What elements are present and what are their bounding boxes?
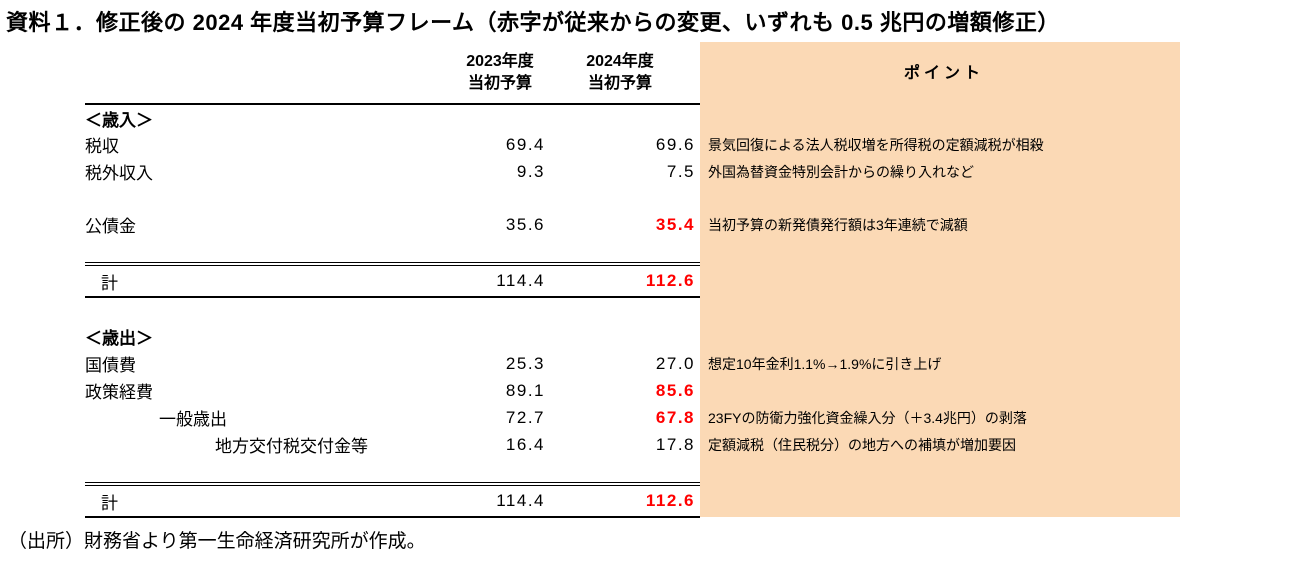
spacer-row — [85, 297, 1180, 324]
spacer-row — [85, 458, 1180, 485]
total-label: 計 — [85, 262, 455, 299]
value-2024: 17.8 — [655, 434, 695, 454]
point-note: 定額減税（住民税分）の地方への補填が増加要因 — [700, 431, 1180, 459]
value-2023: 25.3 — [505, 353, 545, 373]
value-2023 — [455, 104, 545, 131]
table-header-row: 2023年度 当初予算 2024年度 当初予算 ポイント — [85, 42, 1180, 106]
total-2024-revised: 112.6 — [545, 262, 700, 299]
section-label: ＜歳出＞ — [85, 329, 153, 349]
point-note: 当初予算の新発債発行額は3年連続で減額 — [700, 211, 1180, 239]
point-note — [700, 104, 1180, 132]
value-2023: 72.7 — [505, 407, 545, 427]
value-2024-revised: 35.4 — [655, 214, 695, 234]
table-row-policy-expenses: 政策経費 89.1 85.6 — [85, 377, 1180, 405]
table-row-government-bonds: 公債金 35.6 35.4 当初予算の新発債発行額は3年連続で減額 — [85, 211, 1180, 239]
budget-frame-document: 資料１．修正後の 2024 年度当初予算フレーム（赤字が従来からの変更、いずれも… — [0, 10, 1306, 578]
value-2023: 69.4 — [505, 134, 545, 154]
value-2024: 69.6 — [655, 134, 695, 154]
col-header-item — [85, 42, 455, 106]
point-note: 想定10年金利1.1%→1.9%に引き上げ — [700, 350, 1180, 378]
col-header-point: ポイント — [700, 42, 1180, 105]
value-2023: 35.6 — [505, 214, 545, 234]
table-row-nontax-revenue: 税外収入 9.3 7.5 外国為替資金特別会計からの繰り入れなど — [85, 158, 1180, 186]
point-note: 外国為替資金特別会計からの繰り入れなど — [700, 158, 1180, 186]
row-label: 一般歳出 — [159, 410, 227, 430]
point-note: 23FYの防衛力強化資金繰入分（＋3.4兆円）の剥落 — [700, 404, 1180, 432]
total-row-revenue: 計 114.4 112.6 — [85, 262, 1180, 299]
value-2023: 89.1 — [505, 380, 545, 400]
point-note — [700, 484, 1180, 518]
point-note — [700, 377, 1180, 405]
row-label: 税収 — [85, 137, 119, 157]
value-2024: 27.0 — [655, 353, 695, 373]
spacer-row — [85, 238, 1180, 265]
section-row-expenditure: ＜歳出＞ — [85, 323, 1180, 351]
section-label: ＜歳入＞ — [85, 110, 153, 130]
value-2023 — [455, 323, 545, 350]
point-note: 景気回復による法人税収増を所得税の定額減税が相殺 — [700, 131, 1180, 159]
row-label: 地方交付税交付金等 — [215, 437, 368, 457]
value-2024-revised: 85.6 — [655, 380, 695, 400]
row-label: 政策経費 — [85, 383, 153, 403]
col-header-fy2023: 2023年度 当初予算 — [455, 42, 545, 106]
table-row-general-expenditure: 一般歳出 72.7 67.8 23FYの防衛力強化資金繰入分（＋3.4兆円）の剥… — [85, 404, 1180, 432]
total-2023: 114.4 — [455, 262, 545, 299]
spacer-row — [85, 185, 1180, 212]
budget-table: 2023年度 当初予算 2024年度 当初予算 ポイント ＜歳入＞ 税収 69.… — [85, 42, 1180, 519]
value-2023: 16.4 — [505, 434, 545, 454]
source-note: （出所）財務省より第一生命経済研究所が作成。 — [8, 531, 426, 553]
page-title: 資料１．修正後の 2024 年度当初予算フレーム（赤字が従来からの変更、いずれも… — [6, 10, 1060, 35]
point-note — [700, 323, 1180, 351]
point-note — [700, 264, 1180, 298]
value-2024-revised: 67.8 — [655, 407, 695, 427]
value-2024 — [545, 104, 700, 131]
value-2024: 7.5 — [666, 161, 695, 181]
value-2023: 9.3 — [516, 161, 545, 181]
row-label: 税外収入 — [85, 164, 153, 184]
row-label: 国債費 — [85, 356, 136, 376]
table-row-tax-revenue: 税収 69.4 69.6 景気回復による法人税収増を所得税の定額減税が相殺 — [85, 131, 1180, 159]
value-2024 — [545, 323, 700, 350]
total-row-expenditure: 計 114.4 112.6 — [85, 482, 1180, 519]
total-2024-revised: 112.6 — [545, 482, 700, 519]
section-row-revenue: ＜歳入＞ — [85, 104, 1180, 132]
total-label: 計 — [85, 482, 455, 519]
row-label: 公債金 — [85, 217, 136, 237]
table-row-local-allocation-tax: 地方交付税交付金等 16.4 17.8 定額減税（住民税分）の地方への補填が増加… — [85, 431, 1180, 459]
col-header-fy2024: 2024年度 当初予算 — [545, 42, 700, 106]
table-row-debt-service: 国債費 25.3 27.0 想定10年金利1.1%→1.9%に引き上げ — [85, 350, 1180, 378]
total-2023: 114.4 — [455, 482, 545, 519]
